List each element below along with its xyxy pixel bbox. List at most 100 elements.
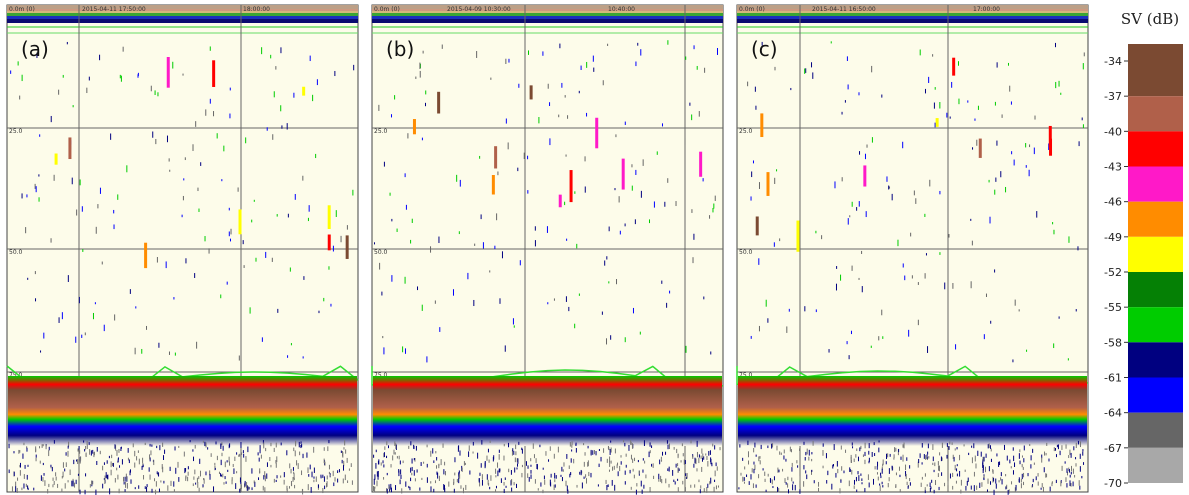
scatter-echo [441, 44, 443, 49]
noise [461, 465, 463, 472]
scatter-echo [602, 80, 604, 86]
scatter-echo [479, 155, 481, 159]
scatter-echo [229, 113, 231, 119]
noise [898, 466, 900, 471]
noise [919, 453, 921, 458]
noise [982, 465, 984, 471]
noise [872, 478, 874, 485]
noise [1053, 447, 1055, 452]
scatter-echo [312, 94, 314, 102]
scatter-echo [624, 121, 626, 125]
noise [487, 479, 489, 485]
colorbar-label: -34 [1104, 55, 1122, 68]
noise [516, 483, 518, 489]
noise [420, 462, 422, 466]
scatter-echo [908, 329, 910, 337]
scatter-echo [1012, 359, 1014, 363]
scatter-echo [815, 309, 817, 313]
noise [55, 472, 57, 477]
color-band [1128, 272, 1183, 308]
noise [468, 445, 470, 451]
noise [580, 469, 582, 476]
scatter-echo [404, 173, 406, 178]
noise [149, 443, 151, 447]
noise [293, 477, 295, 481]
noise [804, 456, 806, 461]
noise [239, 453, 241, 457]
scatter-echo [419, 70, 421, 78]
noise [779, 451, 781, 455]
noise [398, 455, 400, 460]
noise [85, 473, 87, 477]
noise [225, 481, 227, 484]
noise [743, 477, 745, 481]
colorbar-label: -40 [1104, 125, 1122, 138]
scatter-echo [137, 74, 139, 78]
noise [414, 478, 416, 482]
noise [946, 454, 948, 459]
noise [489, 486, 491, 490]
noise [855, 476, 857, 482]
noise [1065, 444, 1067, 449]
noise [47, 488, 49, 494]
noise [706, 486, 708, 493]
noise [298, 441, 300, 448]
noise [709, 481, 711, 485]
noise [515, 444, 517, 450]
noise [857, 456, 859, 462]
noise [138, 485, 140, 489]
noise [124, 489, 126, 492]
noise [787, 489, 789, 494]
noise [805, 451, 807, 456]
noise [643, 440, 645, 447]
noise [738, 487, 740, 490]
noise [1032, 448, 1034, 453]
noise [799, 476, 801, 481]
noise [998, 461, 1000, 467]
noise [99, 450, 101, 455]
noise [275, 460, 277, 464]
scatter-echo [610, 335, 612, 340]
scatter-echo [332, 245, 334, 252]
noise [909, 465, 911, 469]
noise [401, 488, 403, 494]
scatter-echo [538, 117, 540, 124]
surface-band [7, 13, 358, 17]
scatter-echo [850, 330, 852, 335]
scatter-echo [805, 68, 807, 73]
scatter-echo [1060, 92, 1062, 95]
noise [479, 472, 481, 476]
scatter-echo [844, 100, 846, 103]
noise [905, 471, 907, 477]
depth-label: 50.0 [374, 249, 388, 256]
scatter-echo [165, 261, 167, 269]
scatter-echo [381, 291, 383, 296]
noise [570, 458, 572, 463]
noise [275, 442, 277, 448]
scatter-echo [871, 137, 873, 143]
noise [341, 459, 343, 464]
noise [416, 469, 418, 473]
scatter-echo [534, 240, 536, 247]
noise [258, 457, 260, 462]
noise [23, 483, 25, 489]
noise [239, 477, 241, 483]
noise [42, 477, 44, 482]
noise [1007, 489, 1009, 495]
scatter-echo [574, 191, 576, 194]
noise [239, 488, 241, 493]
noise [902, 456, 904, 462]
noise [860, 445, 862, 450]
noise [386, 441, 388, 446]
scatter-echo [198, 208, 200, 212]
scatter-echo [249, 307, 251, 314]
noise [116, 467, 118, 471]
noise [606, 458, 608, 463]
noise [64, 468, 66, 472]
noise [178, 445, 180, 448]
noise [377, 470, 379, 477]
noise [239, 488, 241, 493]
noise [419, 487, 421, 491]
scatter-echo [17, 61, 19, 66]
scatter-echo [689, 102, 691, 106]
